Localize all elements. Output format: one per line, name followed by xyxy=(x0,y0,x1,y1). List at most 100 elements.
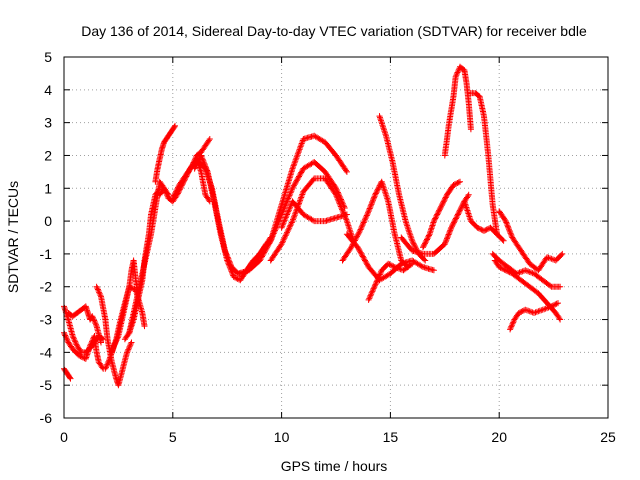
series-sat-ab xyxy=(491,257,564,323)
data-point xyxy=(121,285,132,307)
data-point xyxy=(467,218,480,230)
y-tick-label: -5 xyxy=(40,377,53,393)
data-point xyxy=(420,232,432,251)
data-point xyxy=(193,150,203,159)
data-point xyxy=(141,323,148,330)
data-point xyxy=(518,247,532,266)
data-point xyxy=(93,283,104,299)
data-point xyxy=(176,173,188,188)
data-point xyxy=(402,218,415,243)
data-point xyxy=(65,339,75,351)
series-sat-g xyxy=(108,257,141,356)
data-point xyxy=(339,245,354,264)
y-tick-label: -1 xyxy=(40,246,53,262)
data-point xyxy=(322,215,338,225)
data-point xyxy=(476,93,487,118)
data-point xyxy=(437,193,450,211)
x-tick-label: 15 xyxy=(383,429,399,445)
x-tick-label: 25 xyxy=(600,429,616,445)
data-point xyxy=(74,307,84,316)
data-point xyxy=(509,234,524,253)
data-point xyxy=(472,90,482,99)
data-point xyxy=(76,352,88,362)
data-point xyxy=(102,357,113,372)
data-point xyxy=(509,270,523,283)
data-point xyxy=(67,375,74,382)
data-point xyxy=(311,159,327,174)
data-point xyxy=(385,198,398,236)
data-point xyxy=(409,260,416,267)
data-point xyxy=(161,185,171,200)
y-tick-label: 5 xyxy=(44,49,52,65)
series-sat-y xyxy=(441,63,474,159)
plot-frame xyxy=(63,56,609,419)
data-point xyxy=(93,349,102,364)
data-point xyxy=(217,231,230,262)
data-point xyxy=(385,260,397,270)
data-point xyxy=(446,94,457,126)
data-point xyxy=(548,300,560,310)
data-point xyxy=(89,313,99,328)
data-point xyxy=(206,136,213,142)
data-point xyxy=(333,185,348,210)
data-point xyxy=(448,212,461,231)
data-point xyxy=(356,209,371,234)
y-tick-label: -4 xyxy=(40,344,53,360)
x-tick-label: 20 xyxy=(491,429,507,445)
data-point xyxy=(161,137,169,146)
data-point xyxy=(343,231,360,250)
data-point xyxy=(224,257,237,279)
series-sat-q xyxy=(267,175,357,264)
data-point xyxy=(374,268,385,284)
data-point xyxy=(130,257,139,282)
data-point xyxy=(163,133,171,142)
data-point xyxy=(65,372,73,381)
data-point xyxy=(169,193,180,205)
data-point xyxy=(108,359,119,381)
data-point xyxy=(500,237,507,244)
y-tick-label: -2 xyxy=(40,279,53,295)
series-sat-ad xyxy=(496,208,566,274)
series-sat-z xyxy=(467,90,500,238)
data-point xyxy=(557,316,564,323)
data-point xyxy=(400,261,414,274)
data-point xyxy=(444,183,456,198)
data-point xyxy=(539,277,554,289)
data-point xyxy=(117,301,128,323)
data-point xyxy=(365,193,378,215)
data-point xyxy=(289,137,306,172)
data-point xyxy=(98,293,109,321)
x-tick-label: 0 xyxy=(60,429,68,445)
data-point xyxy=(169,183,182,202)
data-point xyxy=(422,257,429,264)
series-sat-w xyxy=(398,191,472,257)
y-tick-label: 1 xyxy=(44,180,52,196)
data-point xyxy=(121,331,132,343)
data-point xyxy=(535,255,550,274)
data-point xyxy=(430,242,447,257)
data-point xyxy=(461,198,474,223)
series-sat-v xyxy=(365,260,416,303)
data-point xyxy=(300,176,317,195)
data-point xyxy=(278,186,295,218)
data-point xyxy=(354,244,371,269)
data-point xyxy=(198,152,211,174)
series-sat-aa xyxy=(461,198,507,244)
data-point xyxy=(555,300,561,307)
data-point xyxy=(496,257,510,270)
series-sat-d xyxy=(65,303,104,346)
data-point xyxy=(154,157,163,172)
data-point xyxy=(365,288,376,303)
data-point xyxy=(278,199,295,231)
series-sat-x xyxy=(420,178,463,251)
data-point xyxy=(139,310,148,328)
data-point xyxy=(496,264,508,273)
data-point xyxy=(98,339,104,346)
x-tick-labels: 0 5 10 15 20 25 xyxy=(60,429,616,445)
data-point xyxy=(333,152,349,174)
data-point xyxy=(457,63,467,73)
data-point xyxy=(95,359,106,371)
x-axis-label: GPS time / hours xyxy=(281,458,388,474)
data-point xyxy=(370,278,380,293)
